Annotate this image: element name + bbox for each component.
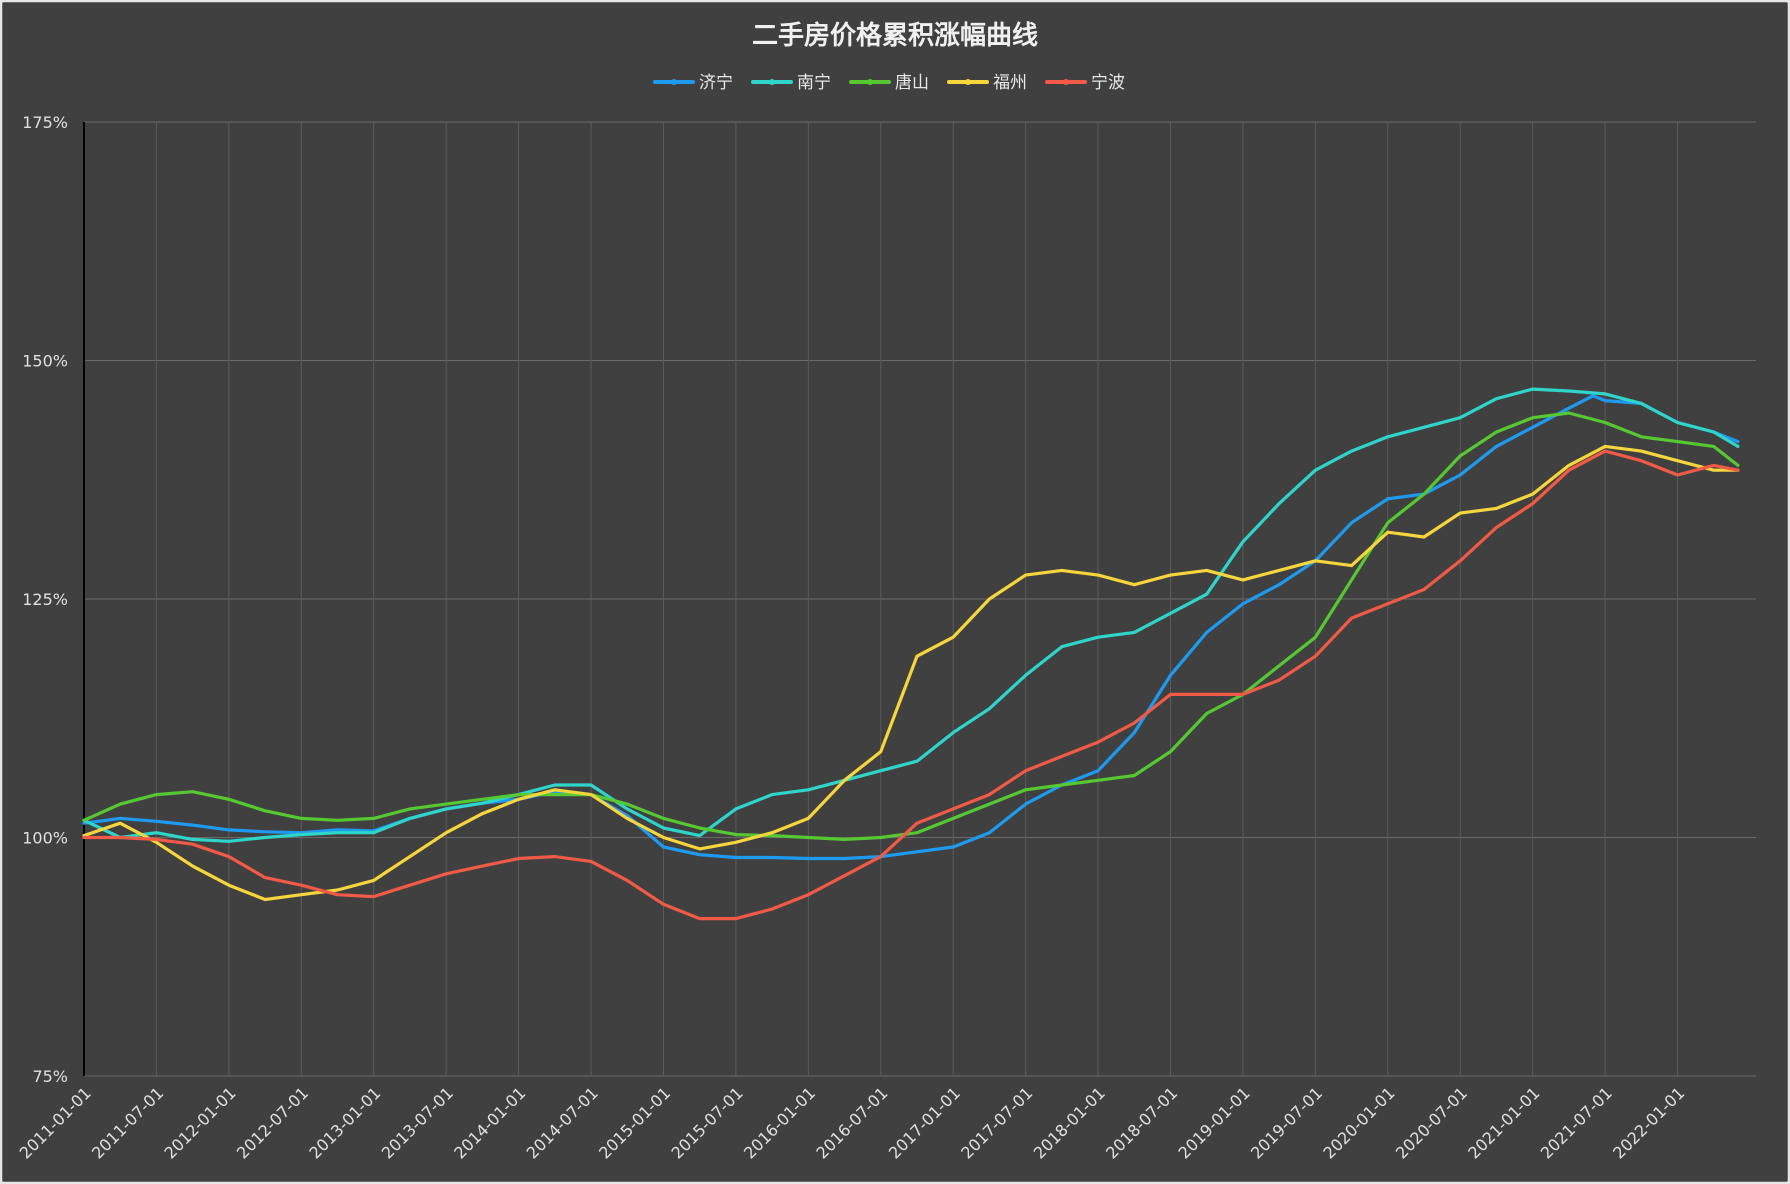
series-line-福州 bbox=[82, 444, 1740, 902]
x-tick-label: 2017-07-01 bbox=[957, 1083, 1036, 1162]
y-tick-label: 175% bbox=[22, 113, 68, 132]
x-tick-label: 2018-01-01 bbox=[1030, 1083, 1109, 1162]
legend-item[interactable]: 济宁 bbox=[653, 73, 733, 93]
legend-label: 福州 bbox=[993, 73, 1027, 93]
x-tick-label: 2015-07-01 bbox=[668, 1083, 747, 1162]
y-tick-label: 75% bbox=[32, 1067, 68, 1086]
x-tick-label: 2016-01-01 bbox=[740, 1083, 819, 1162]
x-tick-label: 2019-01-01 bbox=[1175, 1083, 1254, 1162]
x-tick-label: 2018-07-01 bbox=[1102, 1083, 1181, 1162]
legend-label: 南宁 bbox=[797, 73, 831, 93]
legend-item[interactable]: 宁波 bbox=[1045, 73, 1125, 93]
series-line-南宁 bbox=[82, 387, 1740, 843]
x-tick-label: 2020-01-01 bbox=[1319, 1083, 1398, 1162]
x-tick-label: 2014-07-01 bbox=[523, 1083, 602, 1162]
y-tick-label: 100% bbox=[22, 829, 68, 848]
x-axis: 2011-01-012011-07-012012-01-012012-07-01… bbox=[16, 1083, 1689, 1162]
x-tick-label: 2014-01-01 bbox=[450, 1083, 529, 1162]
grid bbox=[84, 121, 1756, 1077]
legend-item[interactable]: 南宁 bbox=[751, 73, 831, 93]
series-line-宁波 bbox=[82, 449, 1740, 921]
x-tick-label: 2022-01-01 bbox=[1609, 1083, 1688, 1162]
legend: 济宁 南宁 唐山 福州 宁波 bbox=[653, 72, 1125, 93]
x-tick-label: 2011-07-01 bbox=[88, 1083, 167, 1162]
legend-label: 宁波 bbox=[1091, 73, 1125, 93]
y-axis: 75% 100% 125% 150% 175% bbox=[22, 113, 85, 1086]
x-tick-label: 2012-07-01 bbox=[233, 1083, 312, 1162]
x-tick-label: 2019-07-01 bbox=[1247, 1083, 1326, 1162]
x-tick-label: 2013-07-01 bbox=[378, 1083, 457, 1162]
series-line-济宁 bbox=[82, 394, 1740, 861]
series-line-唐山 bbox=[82, 411, 1740, 842]
y-tick-label: 125% bbox=[22, 590, 68, 609]
x-tick-label: 2013-01-01 bbox=[305, 1083, 384, 1162]
x-tick-label: 2012-01-01 bbox=[161, 1083, 240, 1162]
legend-item[interactable]: 唐山 bbox=[849, 72, 929, 93]
legend-label: 济宁 bbox=[699, 73, 733, 93]
x-tick-label: 2016-07-01 bbox=[812, 1083, 891, 1162]
y-tick-label: 150% bbox=[22, 352, 68, 371]
x-tick-label: 2015-01-01 bbox=[595, 1083, 674, 1162]
legend-label: 唐山 bbox=[895, 72, 929, 93]
x-tick-label: 2020-07-01 bbox=[1392, 1083, 1471, 1162]
legend-item[interactable]: 福州 bbox=[947, 73, 1027, 93]
chart-title: 二手房价格累积涨幅曲线 bbox=[752, 20, 1038, 51]
x-tick-label: 2021-01-01 bbox=[1464, 1083, 1543, 1162]
x-tick-label: 2017-01-01 bbox=[885, 1083, 964, 1162]
x-tick-label: 2011-01-01 bbox=[16, 1083, 95, 1162]
x-tick-label: 2021-07-01 bbox=[1537, 1083, 1616, 1162]
series-lines bbox=[82, 387, 1740, 921]
